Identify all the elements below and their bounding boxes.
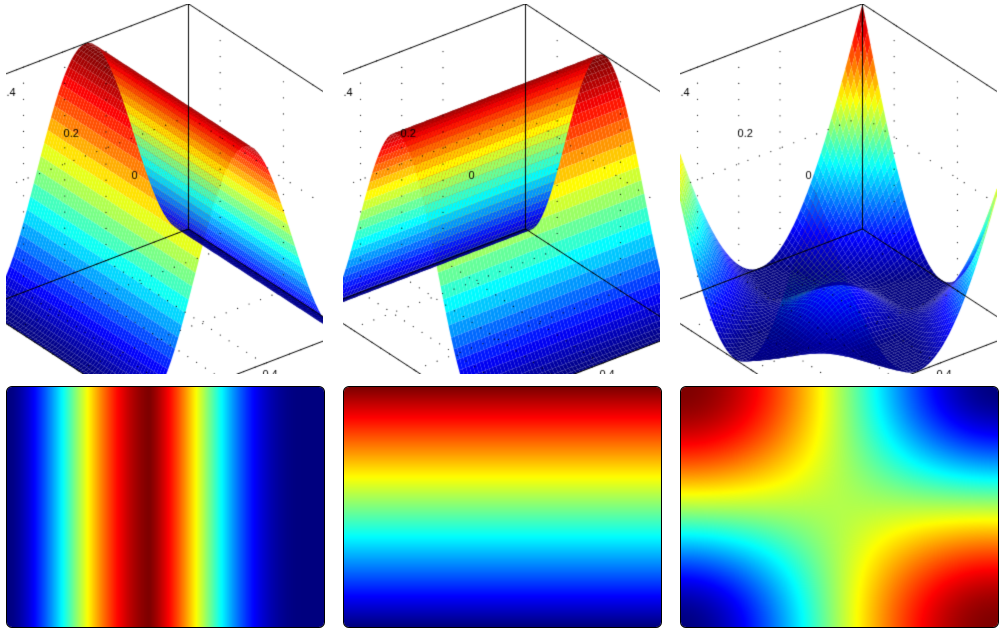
surface-plot-b: [343, 4, 662, 374]
heatmap-a: [6, 386, 325, 626]
surface-plot-c: [680, 4, 999, 374]
surface-canvas-c: [680, 4, 997, 374]
surface-plot-a: [6, 4, 325, 374]
heatmap-canvas-c: [680, 386, 999, 628]
heatmap-canvas-b: [343, 386, 662, 628]
surface-canvas-b: [343, 4, 660, 374]
figure-grid: [0, 0, 1000, 625]
heatmap-c: [680, 386, 999, 626]
heatmap-b: [343, 386, 662, 626]
heatmap-canvas-a: [6, 386, 325, 628]
surface-canvas-a: [6, 4, 323, 374]
